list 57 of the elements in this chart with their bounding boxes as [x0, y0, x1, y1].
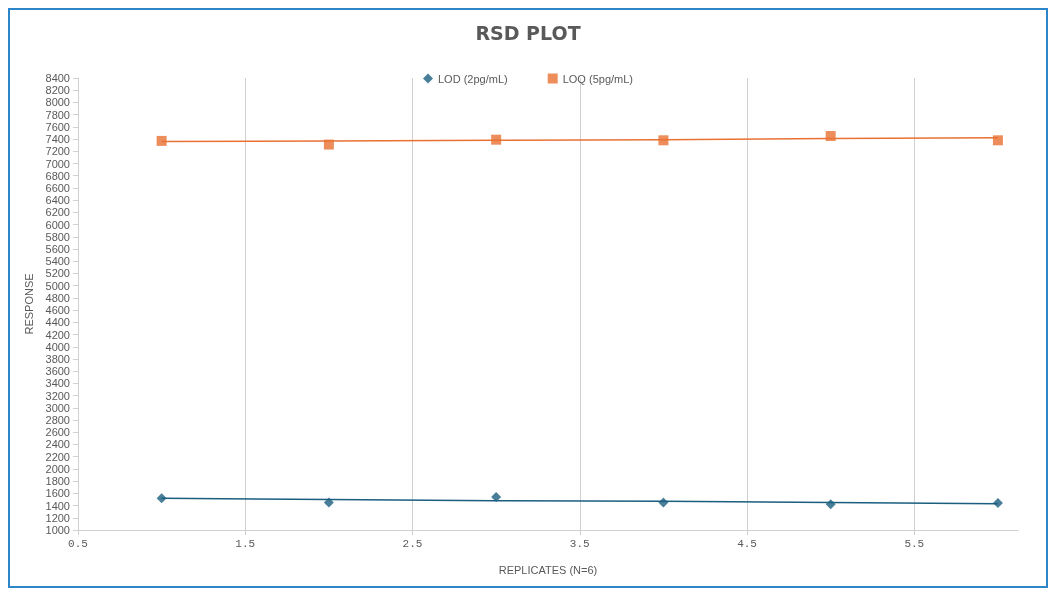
y-tick-label: 1800	[45, 475, 70, 488]
y-tick-label: 2000	[45, 462, 70, 475]
x-tick-label: 2.5	[402, 537, 423, 550]
y-tick-label: 3800	[45, 352, 70, 365]
y-tick-label: 7600	[45, 120, 70, 133]
y-tick-label: 7200	[45, 145, 70, 158]
point	[323, 497, 334, 508]
y-tick-label: 2400	[45, 438, 70, 451]
y-tick-label: 1600	[45, 487, 70, 500]
x-tick-label: 0.5	[68, 537, 88, 550]
y-tick-label: 6800	[45, 169, 70, 182]
y-tick-label: 3000	[45, 401, 70, 414]
point	[491, 134, 502, 145]
y-tick-label: 3600	[45, 365, 70, 378]
y-tick-label: 6200	[45, 206, 70, 219]
y-axis-title: RESPONSE	[22, 273, 35, 335]
x-tick-label: 4.5	[737, 537, 757, 550]
y-tick-label: 7000	[45, 157, 70, 170]
point	[992, 135, 1003, 146]
y-tick-label: 5400	[45, 255, 70, 268]
y-tick-label: 1200	[45, 511, 70, 524]
y-tick-label: 6600	[45, 181, 70, 194]
point	[491, 492, 502, 503]
y-tick-label: 5600	[45, 243, 70, 256]
x-axis-title: REPLICATES (N=6)	[498, 563, 598, 576]
y-tick-label: 6400	[45, 194, 70, 207]
y-tick-label: 5000	[45, 279, 70, 292]
x-tick-label: 1.5	[235, 537, 256, 550]
y-tick-label: 8000	[45, 96, 70, 109]
y-tick-label: 2800	[45, 414, 70, 427]
legend-label: LOQ (5pg/mL)	[562, 72, 634, 85]
x-tick-label: 3.5	[569, 537, 590, 550]
y-tick-label: 2600	[45, 426, 70, 439]
point	[825, 131, 836, 142]
y-tick-label: 5800	[45, 230, 70, 243]
y-tick-label: 7400	[45, 133, 70, 146]
y-tick-label: 3400	[45, 377, 70, 390]
point	[992, 498, 1003, 509]
y-tick-label: 4000	[45, 340, 70, 353]
point	[658, 135, 669, 146]
y-tick-label: 1400	[45, 499, 70, 512]
y-tick-label: 8400	[45, 72, 70, 84]
legend-label: LOD (2pg/mL)	[438, 72, 508, 85]
y-tick-label: 4400	[45, 316, 70, 329]
y-tick-label: 1000	[45, 524, 70, 536]
y-tick-label: 2200	[45, 450, 70, 463]
y-tick-label: 6000	[45, 218, 70, 231]
x-tick-label: 5.5	[904, 537, 925, 550]
y-tick-label: 4600	[45, 304, 70, 317]
y-tick-label: 8200	[45, 84, 70, 97]
y-tick-label: 7800	[45, 108, 70, 121]
y-tick-label: 3200	[45, 389, 70, 402]
chart-title: RSD PLOT	[475, 21, 581, 44]
y-tick-label: 5200	[45, 267, 70, 280]
y-tick-label: 4800	[45, 291, 70, 304]
point	[156, 135, 167, 146]
y-tick-label: 4200	[45, 328, 70, 341]
